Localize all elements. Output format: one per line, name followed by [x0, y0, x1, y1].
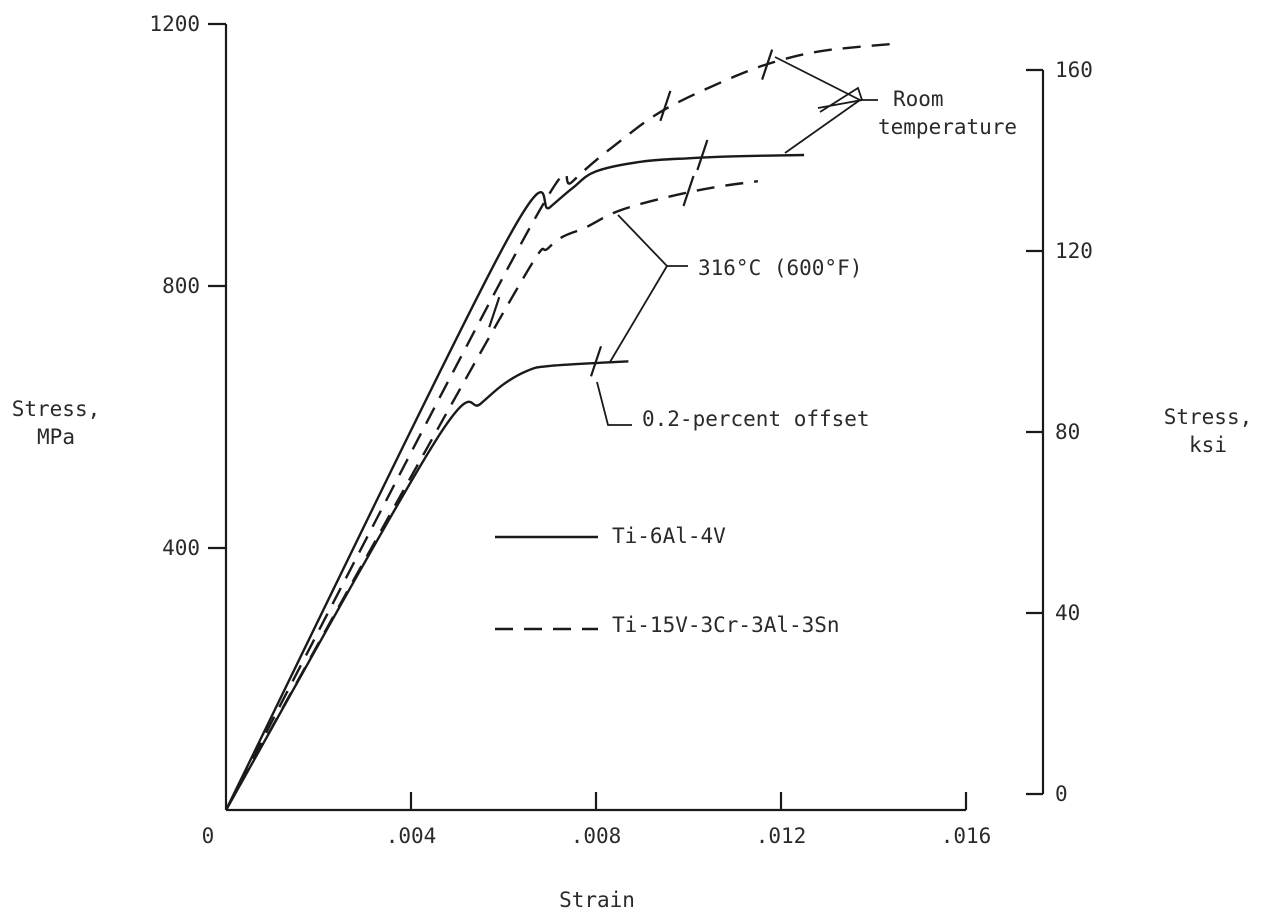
axis-titles: Stress, MPa Stress, ksi Strain [12, 397, 1253, 912]
left-axis-title-line1: Stress, [12, 397, 101, 421]
legend-label-dashed: Ti-15V-3Cr-3Al-3Sn [612, 613, 840, 637]
x-tick-label: 0 [202, 824, 215, 848]
offset-label: 0.2-percent offset [642, 407, 870, 431]
annotation-leaders [596, 56, 878, 426]
hot-temp-leader-b [609, 265, 668, 363]
left-y-tick-label: 1200 [149, 12, 200, 36]
yield-markers [488, 49, 774, 377]
left-y-tick-label: 800 [162, 274, 200, 298]
yield-offset-mark [488, 296, 501, 328]
x-tick-label: .008 [571, 824, 622, 848]
yield-offset-mark [761, 49, 774, 80]
axes [224, 24, 1045, 812]
room-temp-label-line1: Room [893, 87, 944, 111]
room-temp-leader-a [774, 56, 878, 101]
legend-label-solid: Ti-6Al-4V [612, 524, 726, 548]
legend: Ti-6Al-4V Ti-15V-3Cr-3Al-3Sn [495, 524, 840, 637]
high-temp-label: 316°C (600°F) [698, 256, 862, 280]
x-tick-label: .012 [756, 824, 807, 848]
series-line-2 [224, 360, 629, 811]
x-tick-label: .004 [386, 824, 437, 848]
ticks: 0 .004 .008 .012 .016 400 800 1200 0 40 80 120 160 [149, 12, 1093, 848]
x-axis-title: Strain [559, 888, 635, 912]
series-line-3 [224, 180, 759, 811]
room-temp-leader-b [784, 99, 861, 154]
room-temp-leader-upper [817, 86, 864, 113]
offset-leader [596, 381, 632, 426]
left-y-tick-label: 400 [162, 536, 200, 560]
yield-offset-mark [589, 345, 603, 377]
yield-offset-mark [696, 139, 709, 171]
left-axis-title-line2: MPa [37, 425, 75, 449]
annotations: Room temperature 316°C (600°F) 0.2-perce… [642, 87, 1017, 431]
room-temp-label-line2: temperature [878, 115, 1017, 139]
right-axis-title-line2: ksi [1189, 433, 1227, 457]
yield-offset-mark [682, 175, 695, 207]
hot-temp-leader-a [617, 214, 688, 267]
right-y-tick-label: 80 [1055, 420, 1080, 444]
x-tick-label: .016 [941, 824, 992, 848]
yield-offset-mark [659, 90, 672, 122]
right-y-tick-label: 0 [1055, 782, 1068, 806]
right-y-tick-label: 160 [1055, 58, 1093, 82]
series-line-0 [224, 153, 805, 811]
right-y-tick-label: 120 [1055, 239, 1093, 263]
right-y-tick-label: 40 [1055, 601, 1080, 625]
series-line-1 [224, 42, 897, 811]
right-axis-title-line1: Stress, [1164, 405, 1253, 429]
